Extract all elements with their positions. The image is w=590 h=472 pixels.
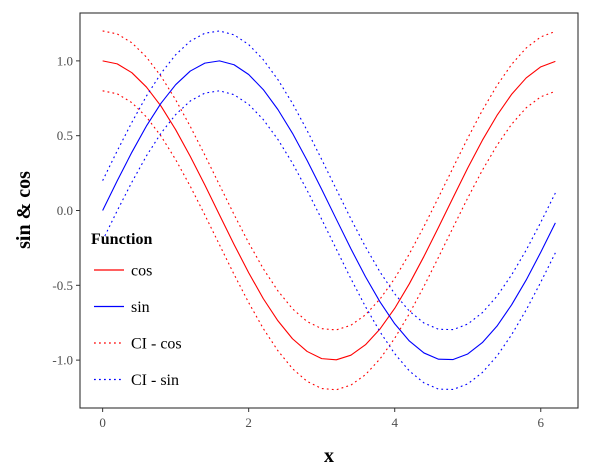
y-axis-title: sin & cos bbox=[13, 171, 35, 249]
x-tick-label-3: 6 bbox=[538, 415, 545, 430]
x-tick-label-1: 2 bbox=[245, 415, 252, 430]
x-tick-label-2: 4 bbox=[391, 415, 398, 430]
y-tick-label-1: -0.5 bbox=[52, 278, 73, 293]
series-line-0 bbox=[102, 60, 556, 361]
series-layer bbox=[102, 30, 556, 391]
x-tick-label-0: 0 bbox=[99, 415, 106, 430]
x-axis: 0 2 4 6 bbox=[99, 408, 545, 430]
y-tick-label-3: 0.5 bbox=[57, 128, 73, 143]
y-tick-label-2: 0.0 bbox=[57, 203, 73, 218]
legend-label-0: cos bbox=[131, 263, 152, 280]
x-axis-title: x bbox=[324, 445, 334, 467]
legend: Function cos sin CI - cos CI - sin bbox=[91, 231, 182, 389]
legend-title: Function bbox=[91, 231, 152, 248]
y-axis: -1.0 -0.5 0.0 0.5 1.0 bbox=[52, 53, 80, 368]
y-tick-label-0: -1.0 bbox=[52, 353, 73, 368]
y-tick-label-4: 1.0 bbox=[57, 53, 73, 68]
legend-label-1: sin bbox=[131, 299, 150, 316]
series-line-1 bbox=[102, 60, 556, 361]
legend-label-2: CI - cos bbox=[131, 336, 182, 353]
legend-label-3: CI - sin bbox=[131, 372, 179, 389]
